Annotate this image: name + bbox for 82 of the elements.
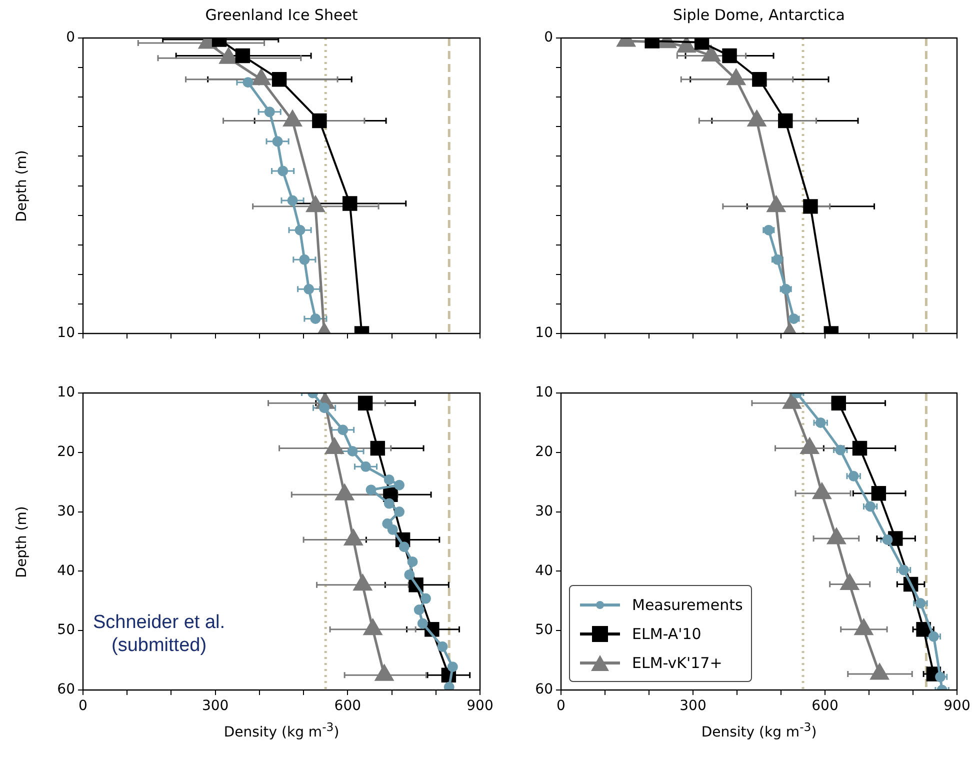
y-tick-label: 40 xyxy=(535,562,553,579)
point xyxy=(287,195,298,206)
x-tick-label: 300 xyxy=(202,698,229,714)
x-axis-title: Density (kg m$^{-3}$) xyxy=(701,720,817,741)
y-tick-label: 50 xyxy=(57,622,75,638)
y-tick-label: 0 xyxy=(544,30,553,46)
point xyxy=(752,72,767,87)
point xyxy=(831,396,846,410)
point xyxy=(935,672,946,682)
y-tick-label: 30 xyxy=(535,503,553,520)
point xyxy=(360,461,371,472)
point xyxy=(447,662,458,672)
point xyxy=(384,498,394,509)
x-axis-title: Density (kg m$^{-3}$) xyxy=(224,720,340,741)
point xyxy=(803,199,818,214)
point xyxy=(319,402,330,414)
legend-label: ELM-A'10 xyxy=(632,624,702,642)
y-axis-title: Depth (m) xyxy=(14,150,30,222)
y-tick-label: 20 xyxy=(57,444,75,460)
point xyxy=(235,48,250,64)
point xyxy=(384,474,394,485)
x-tick-label: 0 xyxy=(78,698,88,714)
point xyxy=(865,501,876,512)
point xyxy=(387,524,398,535)
point xyxy=(370,440,386,456)
point xyxy=(871,486,886,501)
point xyxy=(404,570,415,580)
point xyxy=(398,542,410,552)
point xyxy=(778,113,793,128)
annotation: Schneider et al. (submitted) xyxy=(93,612,226,656)
point xyxy=(407,556,418,567)
x-tick-label: 0 xyxy=(556,698,566,714)
point xyxy=(272,136,283,147)
y-axis-title: Depth (m) xyxy=(14,506,30,578)
point xyxy=(304,284,314,294)
y-tick-label: 10 xyxy=(535,325,553,342)
chart-title: Greenland Ice Sheet xyxy=(205,6,358,24)
y-tick-label: 60 xyxy=(535,682,553,698)
y-tick-label: 30 xyxy=(57,503,75,520)
point xyxy=(852,440,868,456)
x-tick-label: 900 xyxy=(944,698,970,714)
point xyxy=(358,396,373,410)
point xyxy=(437,641,448,652)
point xyxy=(382,518,393,529)
x-tick-label: 600 xyxy=(812,698,838,714)
point xyxy=(264,106,275,118)
y-tick-label: 20 xyxy=(535,444,553,460)
point xyxy=(420,593,431,604)
point xyxy=(722,48,737,64)
y-tick-label: 60 xyxy=(57,682,75,698)
point xyxy=(347,446,358,456)
point xyxy=(898,564,910,576)
y-tick-label: 50 xyxy=(535,622,553,638)
y-tick-label: 10 xyxy=(57,384,75,401)
point xyxy=(694,38,710,50)
point xyxy=(242,77,254,88)
point xyxy=(310,313,321,324)
point xyxy=(366,484,376,496)
point xyxy=(312,113,327,128)
x-tick-label: 300 xyxy=(680,698,706,714)
point xyxy=(928,631,939,642)
point xyxy=(394,506,405,518)
legend-label: Measurements xyxy=(632,596,743,614)
y-tick-label: 40 xyxy=(57,562,75,579)
point xyxy=(299,254,310,265)
point xyxy=(916,622,931,637)
point xyxy=(338,424,348,436)
point xyxy=(272,72,287,87)
point xyxy=(414,604,424,616)
point xyxy=(342,196,358,211)
point xyxy=(394,480,405,490)
chart-title: Siple Dome, Antarctica xyxy=(673,6,845,24)
legend-label: ELM-vK'17+ xyxy=(632,654,722,672)
point xyxy=(417,618,428,629)
y-tick-label: 10 xyxy=(57,325,75,342)
y-tick-label: 0 xyxy=(66,30,75,46)
point xyxy=(278,166,288,176)
point xyxy=(444,682,454,690)
y-tick-label: 10 xyxy=(535,384,553,401)
x-tick-label: 900 xyxy=(466,698,494,714)
x-tick-label: 600 xyxy=(334,698,362,714)
point xyxy=(294,224,306,236)
